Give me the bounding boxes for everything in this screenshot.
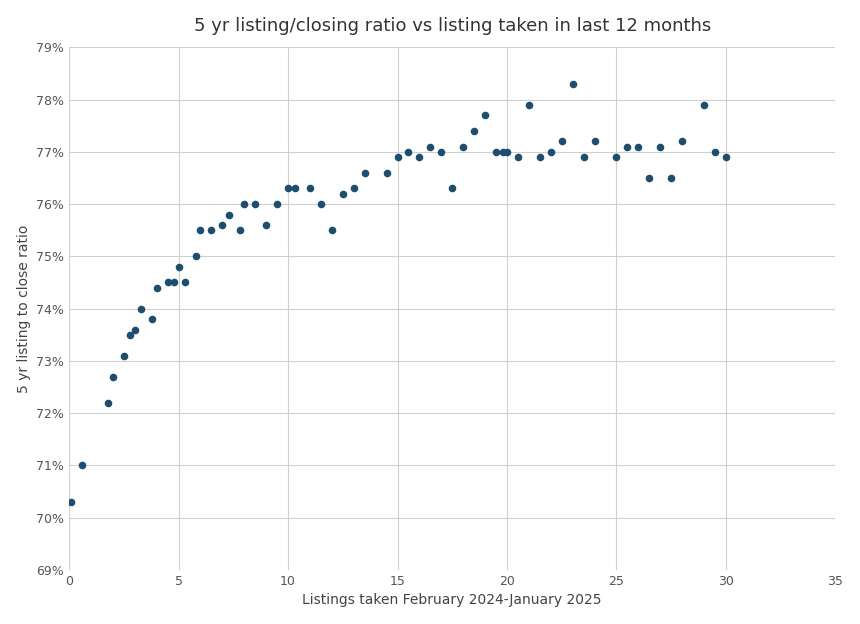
Point [128,324,142,334]
Point [216,220,230,230]
Point [511,152,525,162]
Point [587,137,601,147]
Point [150,283,163,293]
Point [457,142,470,152]
Point [654,142,667,152]
Point [708,147,722,157]
Point [233,225,247,235]
Point [610,152,624,162]
Point [178,278,192,288]
Point [336,188,350,198]
Point [566,79,580,89]
Point [134,304,148,314]
Point [64,497,78,507]
Point [522,100,536,110]
Point [325,225,339,235]
Point [259,220,273,230]
Point [675,137,689,147]
Point [467,126,481,136]
X-axis label: Listings taken February 2024-January 2025: Listings taken February 2024-January 202… [303,593,602,607]
Point [222,210,236,220]
Point [205,225,218,235]
Point [101,397,115,407]
Point [631,142,645,152]
Point [423,142,437,152]
Point [194,225,207,235]
Point [390,152,404,162]
Point [237,199,251,209]
Point [719,152,733,162]
Point [84,575,98,585]
Point [697,100,711,110]
Point [281,183,295,193]
Point [445,183,459,193]
Point [124,329,138,339]
Title: 5 yr listing/closing ratio vs listing taken in last 12 months: 5 yr listing/closing ratio vs listing ta… [194,17,711,35]
Point [379,168,393,178]
Point [168,278,181,288]
Point [303,183,316,193]
Point [117,351,131,361]
Point [314,199,328,209]
Point [161,278,175,288]
Point [544,147,557,157]
Y-axis label: 5 yr listing to close ratio: 5 yr listing to close ratio [16,225,31,393]
Point [664,173,678,183]
Point [347,183,360,193]
Point [533,152,547,162]
Point [555,137,568,147]
Point [76,461,89,470]
Point [106,371,120,381]
Point [189,251,203,261]
Point [413,152,427,162]
Point [358,168,372,178]
Point [642,173,656,183]
Point [495,147,509,157]
Point [501,147,514,157]
Point [478,110,492,120]
Point [434,147,448,157]
Point [270,199,284,209]
Point [249,199,262,209]
Point [621,142,635,152]
Point [489,147,503,157]
Point [577,152,591,162]
Point [172,262,186,272]
Point [145,314,159,324]
Point [402,147,415,157]
Point [288,183,302,193]
